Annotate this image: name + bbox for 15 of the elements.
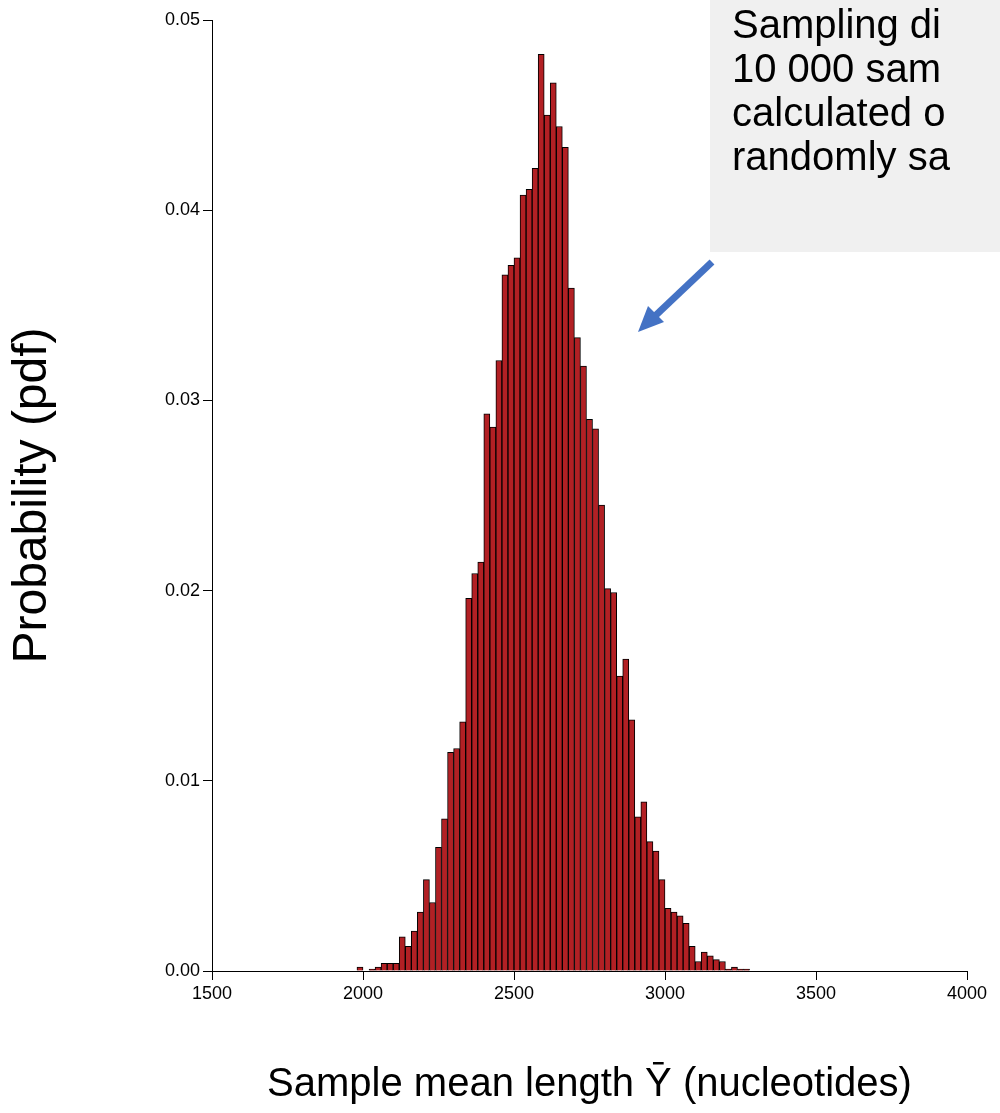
x-axis-title: Sample mean length Ȳ (nucleotides): [267, 1060, 912, 1105]
y-tick-label: 0.03: [164, 389, 200, 410]
x-tick-label: 3000: [644, 982, 686, 1003]
x-tick-label: 2000: [342, 982, 384, 1003]
y-tick-label: 0.04: [164, 199, 200, 220]
y-tick-label: 0.02: [164, 579, 200, 600]
y-tick-label: 0.00: [164, 959, 200, 980]
y-tick-label: 0.01: [164, 769, 200, 790]
annotation: Sampling di 10 000 sam calculated o randomly sa: [710, 0, 1000, 252]
x-tick-label: 4000: [946, 982, 988, 1003]
x-tick-label: 1500: [191, 982, 233, 1003]
x-tick-label: 3500: [795, 982, 837, 1003]
x-tick-label: 2500: [493, 982, 535, 1003]
y-tick-label: 0.05: [164, 8, 200, 29]
y-axis-title: Probability (pdf): [3, 327, 57, 664]
